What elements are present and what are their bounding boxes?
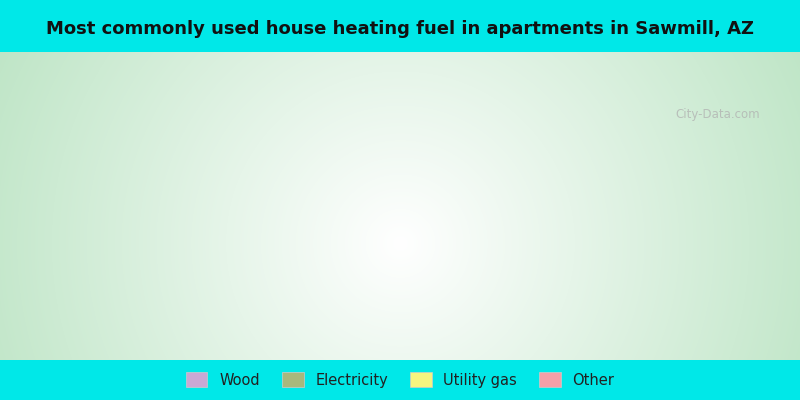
- Text: Most commonly used house heating fuel in apartments in Sawmill, AZ: Most commonly used house heating fuel in…: [46, 20, 754, 38]
- Wedge shape: [509, 0, 630, 24]
- Wedge shape: [501, 0, 627, 7]
- Legend: Wood, Electricity, Utility gas, Other: Wood, Electricity, Utility gas, Other: [180, 366, 620, 394]
- Text: City-Data.com: City-Data.com: [675, 108, 760, 121]
- Wedge shape: [170, 0, 562, 24]
